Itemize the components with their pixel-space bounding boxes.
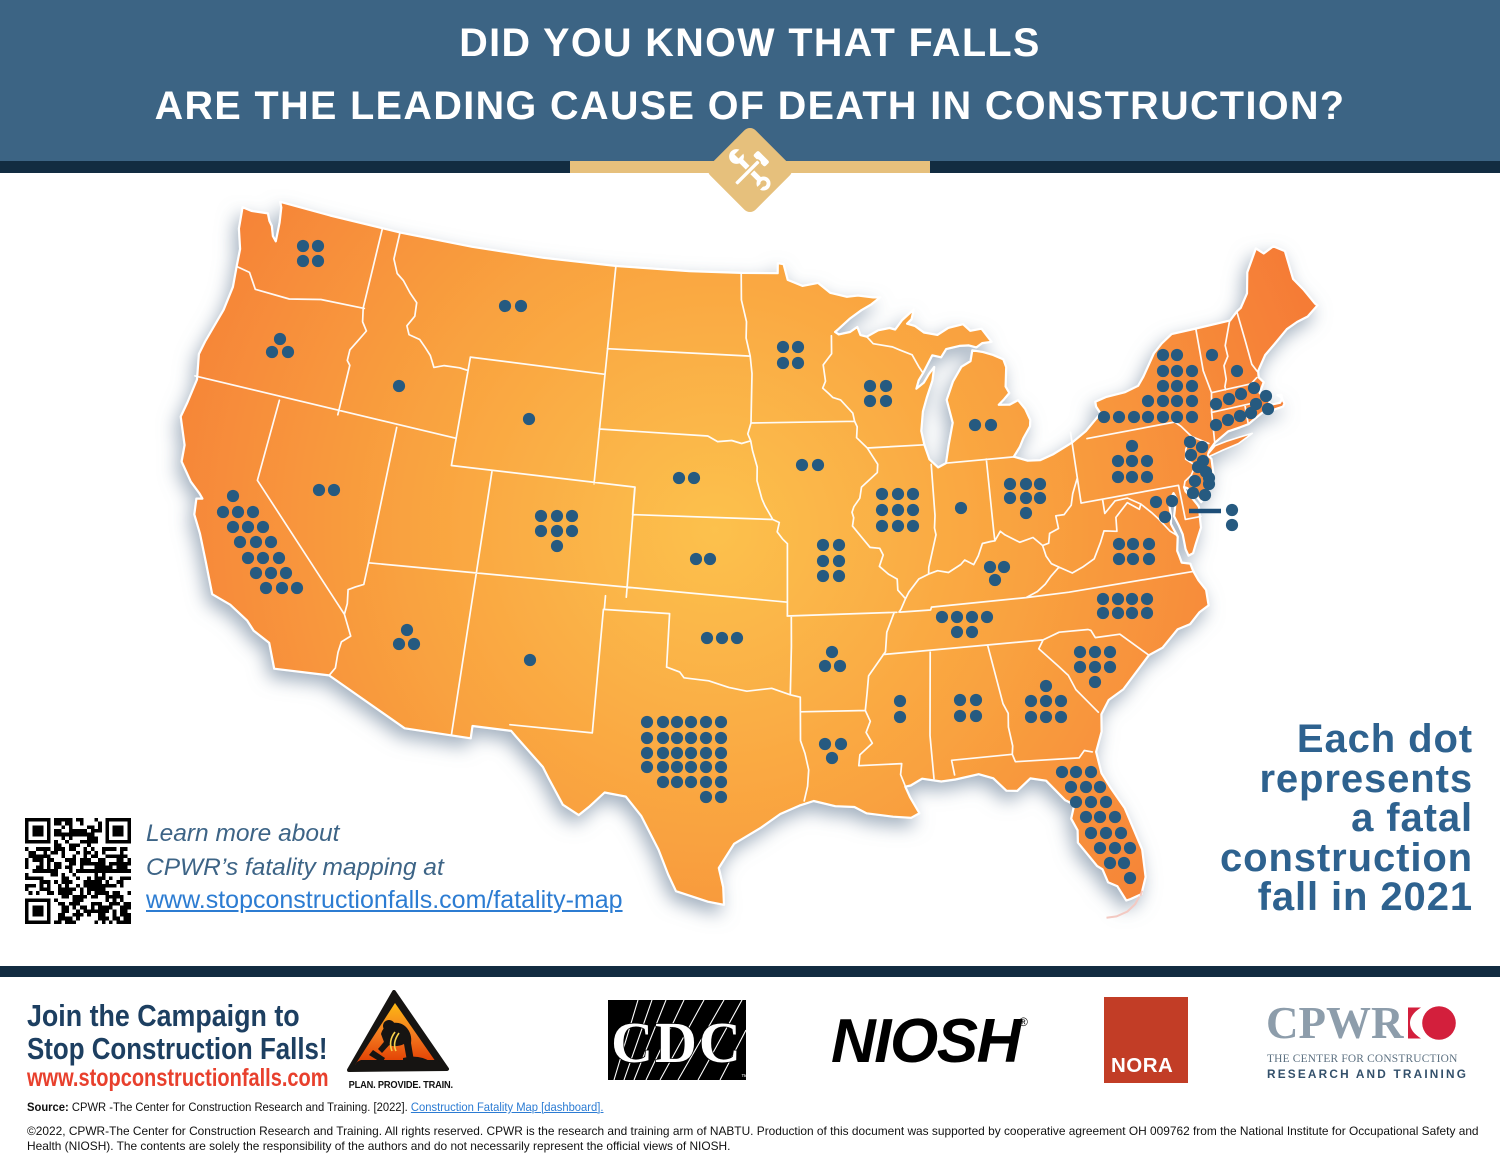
svg-text:®: ® [1019,1015,1028,1029]
svg-text:CPWR: CPWR [1266,1000,1404,1048]
svg-text:THE CENTER FOR CONSTRUCTION: THE CENTER FOR CONSTRUCTION [1267,1053,1458,1065]
svg-text:CDC: CDC [611,1010,743,1075]
svg-text:RESEARCH AND TRAINING: RESEARCH AND TRAINING [1267,1067,1468,1081]
svg-text:™: ™ [741,1074,748,1081]
svg-text:NIOSH: NIOSH [831,1012,1023,1072]
